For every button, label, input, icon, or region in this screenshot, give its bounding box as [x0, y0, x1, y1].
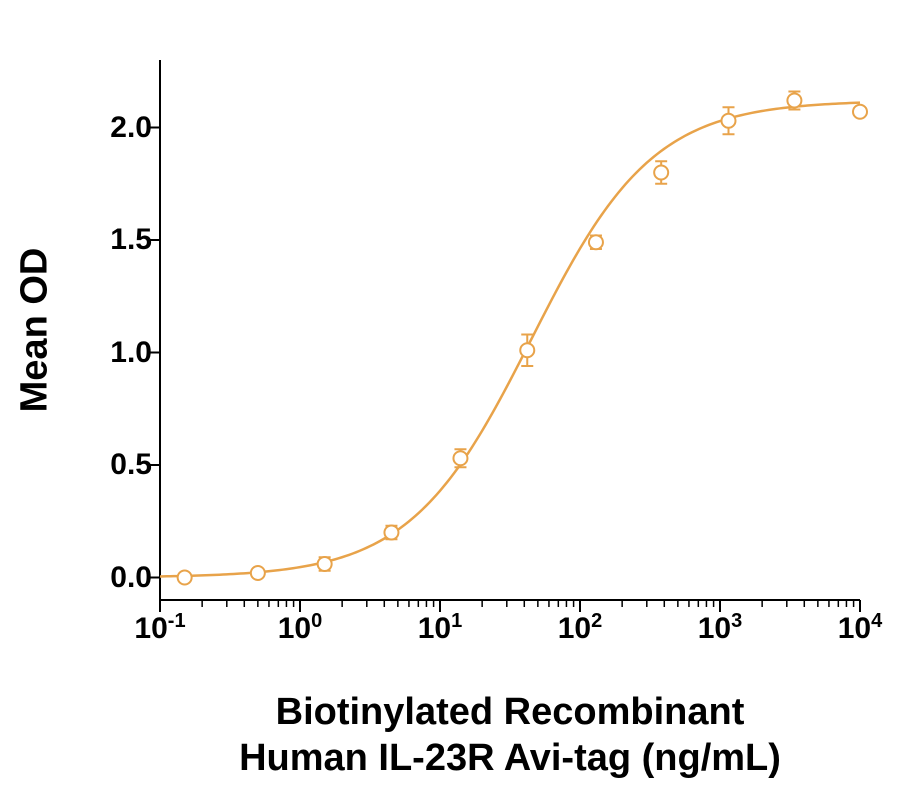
x-tick-label: 103 — [698, 612, 743, 646]
y-axis-title: Mean OD — [14, 248, 57, 413]
x-axis-title-line1: Biotinylated Recombinant — [276, 691, 745, 733]
x-tick-label: 104 — [838, 612, 883, 646]
y-tick-label: 2.0 — [72, 111, 152, 145]
x-axis-title-line2: Human IL-23R Avi-tag (ng/mL) — [239, 737, 781, 779]
y-tick-label: 0.5 — [72, 448, 152, 482]
x-tick-label: 102 — [558, 612, 603, 646]
x-tick-label: 101 — [418, 612, 463, 646]
y-tick-label: 1.0 — [72, 336, 152, 370]
x-axis-title: Biotinylated Recombinant Human IL-23R Av… — [239, 690, 781, 781]
plot-svg — [160, 60, 860, 600]
y-tick-label: 0.0 — [72, 561, 152, 595]
y-tick-label: 1.5 — [72, 223, 152, 257]
dose-response-chart: Mean OD Biotinylated Recombinant Human I… — [0, 0, 907, 798]
x-tick-label: 10-1 — [134, 612, 185, 646]
x-tick-label: 100 — [278, 612, 323, 646]
